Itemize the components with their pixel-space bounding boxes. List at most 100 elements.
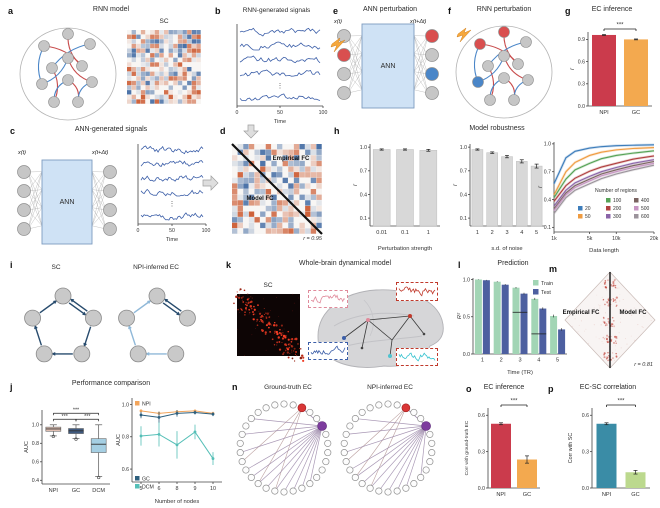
- ground-truth-ec-ring-graph: [236, 400, 332, 496]
- svg-text:5k: 5k: [587, 236, 593, 242]
- panel-k-title: Whole-brain dynamical model: [298, 260, 392, 267]
- svg-text:0.1: 0.1: [401, 230, 409, 236]
- svg-text:Number of nodes: Number of nodes: [155, 499, 200, 505]
- panel-g: g EC inference 0.0 0.3 0.6 0.9 NPI GC *** r: [558, 4, 660, 124]
- panel-o: o EC inference 0.0 0.3 0.6 NPI GC *** Corr wit…: [456, 376, 546, 508]
- panel-h-letter: h: [334, 126, 340, 136]
- ann-perturbation-diagram: ANN: [330, 23, 439, 109]
- c-output-label: x(t+Δt): [92, 150, 109, 156]
- npi-ec-pentagon-graph: [118, 287, 196, 363]
- pink-signal-trace: [310, 294, 346, 304]
- svg-text:2: 2: [500, 358, 503, 364]
- svg-text:50: 50: [277, 110, 283, 116]
- svg-text:GC: GC: [72, 488, 80, 494]
- svg-text:6: 6: [158, 486, 161, 492]
- auc-vs-nodes-line-chart: 0.6 0.8 1.0 5 6 8 9 10 Number of nodes AUC NPI GC DC…: [116, 398, 222, 505]
- svg-text:3: 3: [505, 230, 508, 236]
- panel-g-title: EC inference: [591, 6, 633, 13]
- svg-text:s.d. of noise: s.d. of noise: [491, 246, 522, 252]
- panel-i-letter: i: [10, 260, 13, 270]
- svg-text:Time: Time: [166, 237, 178, 243]
- svg-text:50: 50: [585, 214, 591, 220]
- svg-text:Train: Train: [541, 281, 553, 287]
- d-correlation-text: r = 0.95: [303, 236, 322, 242]
- svg-text:***: ***: [510, 399, 518, 405]
- svg-text:500: 500: [641, 206, 650, 212]
- svg-text:ANN: ANN: [60, 199, 75, 206]
- panel-k-letter: k: [226, 260, 232, 270]
- svg-text:0.01: 0.01: [376, 230, 387, 236]
- rnn-signals-plot: 0 50 100 Time ⋮: [236, 24, 327, 125]
- ann-signals-plot: 0 50 100 Time ⋮: [137, 144, 211, 243]
- svg-text:0.6: 0.6: [32, 460, 39, 466]
- svg-text:Time: Time: [274, 119, 286, 125]
- perturbation-strength-bar-chart: 0.1 0.4 0.7 1.0 0.01 0.1 1 Perturbation strengt…: [353, 144, 440, 252]
- svg-text:0.0: 0.0: [463, 352, 470, 358]
- svg-text:0.6: 0.6: [122, 467, 129, 473]
- svg-text:0.5: 0.5: [463, 315, 470, 321]
- panel-p-title: EC-SC correlation: [579, 384, 637, 391]
- cyan-signal-trace: [398, 352, 436, 362]
- svg-text:AUC: AUC: [24, 441, 30, 453]
- svg-text:0.6: 0.6: [582, 413, 589, 419]
- svg-text:0.1: 0.1: [460, 216, 467, 222]
- svg-text:r: r: [353, 183, 359, 186]
- panel-p: p EC-SC correlation 0.0 0.3 0.6 NPI GC *** Cor…: [546, 376, 660, 508]
- panel-o-title: EC inference: [483, 384, 525, 391]
- svg-text:0: 0: [236, 110, 239, 116]
- svg-text:50: 50: [169, 228, 175, 234]
- svg-text:Perturbation strength: Perturbation strength: [378, 246, 432, 252]
- e-output-label: x(t+Δt): [410, 19, 427, 25]
- svg-text:0.8: 0.8: [122, 435, 129, 441]
- svg-text:1.0: 1.0: [32, 423, 39, 429]
- m-correlation-text: r = 0.81: [634, 362, 653, 368]
- svg-text:r: r: [570, 67, 576, 70]
- panel-n-letter: n: [232, 382, 238, 392]
- flow-down-arrow-icon: [243, 124, 259, 139]
- svg-text:Number of regions: Number of regions: [595, 188, 637, 194]
- svg-text:0.0: 0.0: [582, 486, 589, 492]
- svg-text:400: 400: [641, 198, 650, 204]
- svg-text:GC: GC: [631, 492, 639, 498]
- panel-a: a RNN model SC: [6, 4, 216, 124]
- panel-f-letter: f: [448, 6, 451, 16]
- panel-e-letter: e: [333, 6, 339, 16]
- panel-i: i SC NPI-inferred EC: [6, 256, 216, 380]
- panel-p-letter: p: [548, 384, 554, 394]
- svg-text:0.3: 0.3: [478, 449, 485, 455]
- svg-text:0.0: 0.0: [478, 486, 485, 492]
- panel-e: e ANN perturbation x(t) x(t+Δt) ANN: [330, 4, 446, 124]
- c-input-label: x(t): [18, 150, 26, 156]
- rnn-perturbation-diagram: [455, 25, 553, 119]
- svg-text:***: ***: [62, 414, 69, 420]
- signal-inset-pink: [308, 290, 348, 308]
- svg-text:1.0: 1.0: [360, 145, 367, 151]
- panel-m-letter: m: [549, 264, 558, 274]
- svg-text:1.0: 1.0: [460, 145, 467, 151]
- svg-text:1: 1: [481, 358, 484, 364]
- ann-generator-diagram: ANN: [17, 159, 117, 245]
- svg-text:0.3: 0.3: [578, 82, 585, 88]
- svg-text:1.0: 1.0: [122, 402, 129, 408]
- i-sc-title: SC: [51, 264, 61, 271]
- svg-text:5: 5: [556, 358, 559, 364]
- svg-text:GC: GC: [523, 492, 531, 498]
- svg-text:DCM: DCM: [142, 485, 154, 491]
- n-ground-truth-title: Ground-truth EC: [264, 384, 312, 391]
- svg-text:NPI: NPI: [142, 402, 151, 408]
- sc-matrix-title-a: SC: [159, 18, 169, 25]
- svg-text:200: 200: [613, 206, 622, 212]
- k-sc-title: SC: [263, 282, 273, 289]
- svg-text:600: 600: [641, 214, 650, 220]
- svg-text:2: 2: [491, 230, 494, 236]
- svg-text:100: 100: [202, 228, 211, 234]
- svg-text:Time (TR): Time (TR): [507, 370, 533, 376]
- svg-text:1: 1: [427, 230, 430, 236]
- panel-j: j Performance comparison 0.4 0.6 0.8 1.0 NPI…: [6, 376, 230, 508]
- panel-l-title: Prediction: [497, 260, 529, 267]
- signal-inset-cyan: [396, 348, 438, 366]
- panel-l-letter: l: [458, 260, 461, 270]
- panel-a-title: RNN model: [92, 6, 130, 13]
- npi-inferred-ec-ring-graph: [340, 400, 436, 496]
- svg-text:300: 300: [613, 214, 622, 220]
